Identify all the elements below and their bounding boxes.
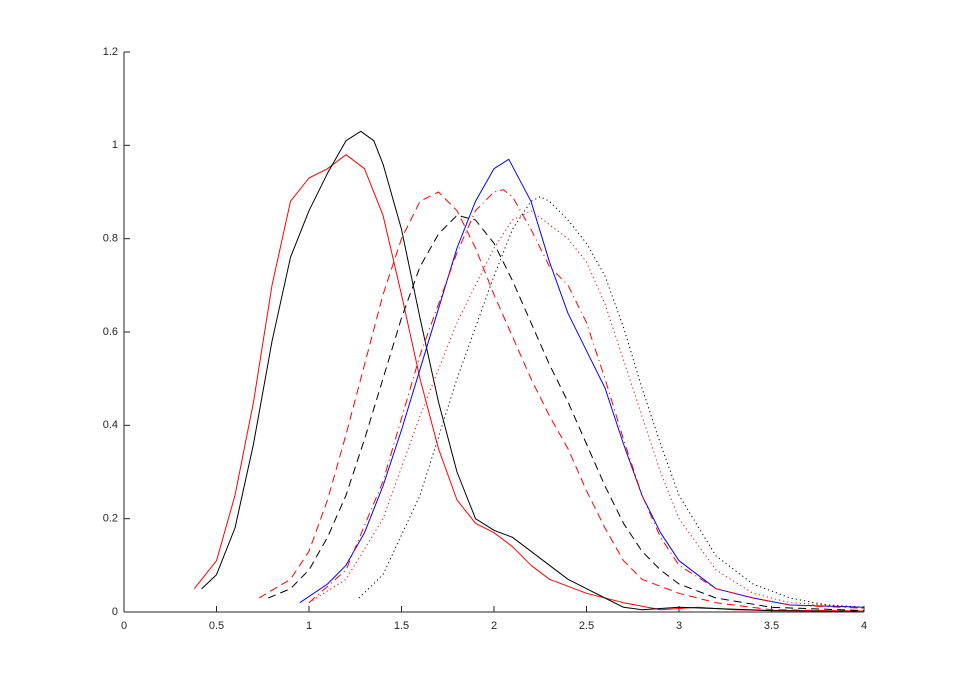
y-tick-label: 1 bbox=[112, 139, 118, 151]
x-tick-label: 3 bbox=[676, 620, 682, 632]
y-tick-label: 0 bbox=[112, 606, 118, 618]
series-line bbox=[258, 191, 865, 612]
y-tick-label: 0.8 bbox=[103, 233, 118, 245]
x-tick-label: 1 bbox=[306, 620, 312, 632]
x-tick-label: 1.5 bbox=[394, 620, 409, 632]
x-tick-label: 2.5 bbox=[579, 620, 594, 632]
series-line bbox=[268, 214, 865, 612]
y-tick-label: 0.6 bbox=[103, 326, 118, 338]
series-line bbox=[308, 189, 865, 609]
series-line bbox=[201, 130, 865, 612]
y-tick-label: 1.2 bbox=[103, 46, 118, 58]
x-tick-label: 4 bbox=[861, 620, 867, 632]
x-tick-label: 0.5 bbox=[209, 620, 224, 632]
series-line bbox=[358, 196, 865, 608]
x-tick-label: 3.5 bbox=[764, 620, 779, 632]
series-line bbox=[299, 158, 865, 608]
series-line bbox=[308, 210, 865, 608]
y-tick-label: 0.2 bbox=[103, 513, 118, 525]
x-tick-label: 2 bbox=[491, 620, 497, 632]
y-tick-label: 0.4 bbox=[103, 419, 118, 431]
series-line bbox=[193, 154, 865, 612]
x-tick-label: 0 bbox=[121, 620, 127, 632]
